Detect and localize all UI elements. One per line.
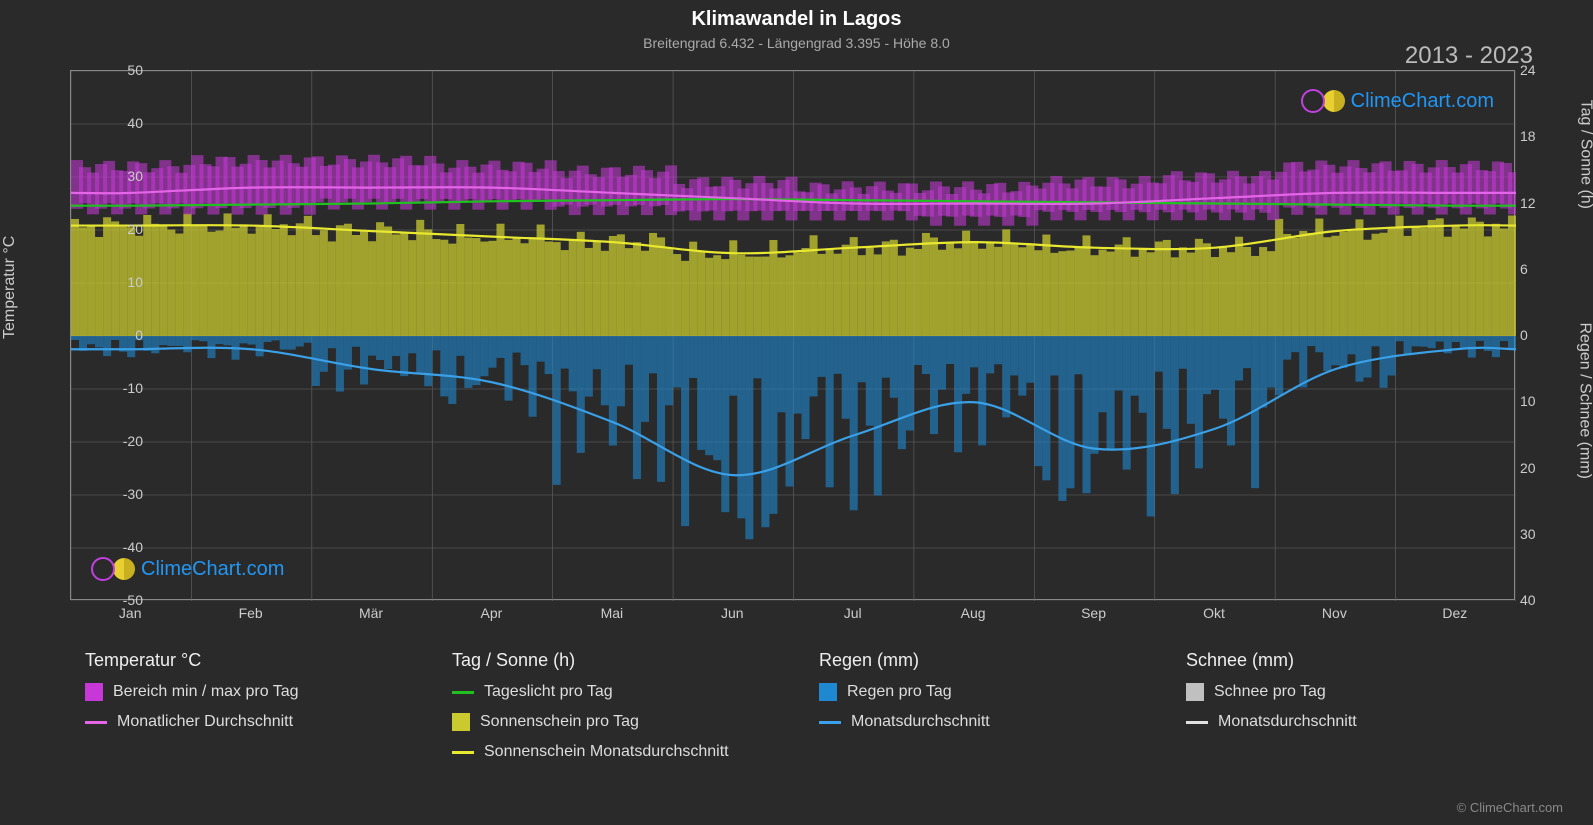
y-tick-right-rain: 10 [1520, 393, 1536, 409]
legend-item: Schnee pro Tag [1186, 683, 1533, 701]
legend: Temperatur °C Bereich min / max pro Tag Mo… [85, 650, 1533, 773]
brand-text: ClimeChart.com [1351, 90, 1494, 113]
y-tick-left: 20 [83, 221, 143, 237]
x-tick-month: Jul [844, 605, 862, 621]
y-tick-right-sun: 12 [1520, 195, 1536, 211]
watermark-bottom-left: ClimeChart.com [91, 557, 284, 581]
legend-group-title: Temperatur °C [85, 650, 432, 671]
logo-circle-icon [91, 557, 115, 581]
watermark-top-right: ClimeChart.com [1301, 89, 1494, 113]
legend-group: Temperatur °C Bereich min / max pro Tag Mo… [85, 650, 432, 773]
plot-area: ClimeChart.com ClimeChart.com [70, 70, 1515, 600]
legend-item-label: Monatsdurchschnitt [851, 713, 990, 731]
legend-item: Tageslicht pro Tag [452, 683, 799, 701]
legend-item-label: Monatsdurchschnitt [1218, 713, 1357, 731]
legend-item: Monatsdurchschnitt [1186, 713, 1533, 731]
legend-line-icon [452, 751, 474, 754]
legend-item-label: Bereich min / max pro Tag [113, 683, 299, 701]
y-tick-left: 30 [83, 168, 143, 184]
brand-text: ClimeChart.com [141, 558, 284, 581]
legend-line-icon [85, 721, 107, 724]
x-tick-month: Sep [1081, 605, 1106, 621]
legend-item-label: Sonnenschein pro Tag [480, 713, 639, 731]
y-tick-right-sun: 6 [1520, 261, 1528, 277]
legend-item-label: Regen pro Tag [847, 683, 952, 701]
legend-item-label: Monatlicher Durchschnitt [117, 713, 293, 731]
legend-swatch-icon [819, 683, 837, 701]
legend-line-icon [452, 691, 474, 694]
y-tick-right-sun: 18 [1520, 128, 1536, 144]
copyright-text: © ClimeChart.com [1457, 800, 1563, 815]
legend-item: Sonnenschein pro Tag [452, 713, 799, 731]
x-tick-month: Apr [481, 605, 503, 621]
legend-line-icon [819, 721, 841, 724]
y-tick-left: 40 [83, 115, 143, 131]
y-tick-left: 10 [83, 274, 143, 290]
y-axis-right-top-label: Tag / Sonne (h) [1576, 100, 1593, 209]
legend-item: Sonnenschein Monatsdurchschnitt [452, 743, 799, 761]
y-tick-left: -40 [83, 539, 143, 555]
legend-item: Monatsdurchschnitt [819, 713, 1166, 731]
chart-svg [71, 71, 1516, 601]
legend-group-title: Regen (mm) [819, 650, 1166, 671]
year-range-label: 2013 - 2023 [1405, 42, 1533, 70]
legend-swatch-icon [1186, 683, 1204, 701]
legend-line-icon [1186, 721, 1208, 724]
y-tick-left: -10 [83, 380, 143, 396]
legend-item: Bereich min / max pro Tag [85, 683, 432, 701]
x-tick-month: Jan [119, 605, 142, 621]
x-tick-month: Aug [961, 605, 986, 621]
legend-group-title: Tag / Sonne (h) [452, 650, 799, 671]
y-tick-right-rain: 40 [1520, 592, 1536, 608]
legend-group-title: Schnee (mm) [1186, 650, 1533, 671]
y-tick-right-sun: 24 [1520, 62, 1536, 78]
x-tick-month: Mär [359, 605, 383, 621]
legend-item: Monatlicher Durchschnitt [85, 713, 432, 731]
x-tick-month: Okt [1203, 605, 1225, 621]
legend-item-label: Tageslicht pro Tag [484, 683, 613, 701]
y-tick-left: 50 [83, 62, 143, 78]
x-tick-month: Nov [1322, 605, 1347, 621]
chart-subtitle: Breitengrad 6.432 - Längengrad 3.395 - H… [0, 31, 1593, 51]
x-tick-month: Jun [721, 605, 744, 621]
y-tick-right-sun: 0 [1520, 327, 1528, 343]
y-tick-left: -30 [83, 486, 143, 502]
x-tick-month: Mai [601, 605, 624, 621]
y-axis-right-bottom-label: Regen / Schnee (mm) [1576, 322, 1593, 479]
legend-group: Tag / Sonne (h) Tageslicht pro Tag Sonnens… [452, 650, 799, 773]
logo-circle-icon [1301, 89, 1325, 113]
y-axis-left-label: Temperatur °C [1, 236, 19, 339]
legend-group: Schnee (mm) Schnee pro Tag Monatsdurchschn… [1186, 650, 1533, 773]
legend-swatch-icon [452, 713, 470, 731]
climate-chart: Klimawandel in Lagos Breitengrad 6.432 -… [0, 0, 1593, 825]
y-tick-left: -20 [83, 433, 143, 449]
y-tick-right-rain: 30 [1520, 526, 1536, 542]
chart-title: Klimawandel in Lagos [0, 0, 1593, 31]
legend-item-label: Sonnenschein Monatsdurchschnitt [484, 743, 729, 761]
logo-moon-icon [113, 558, 135, 580]
legend-item-label: Schnee pro Tag [1214, 683, 1326, 701]
y-tick-left: 0 [83, 327, 143, 343]
legend-group: Regen (mm) Regen pro Tag Monatsdurchschnit… [819, 650, 1166, 773]
x-tick-month: Dez [1442, 605, 1467, 621]
legend-item: Regen pro Tag [819, 683, 1166, 701]
y-tick-right-rain: 20 [1520, 460, 1536, 476]
x-tick-month: Feb [239, 605, 263, 621]
logo-moon-icon [1323, 90, 1345, 112]
legend-swatch-icon [85, 683, 103, 701]
